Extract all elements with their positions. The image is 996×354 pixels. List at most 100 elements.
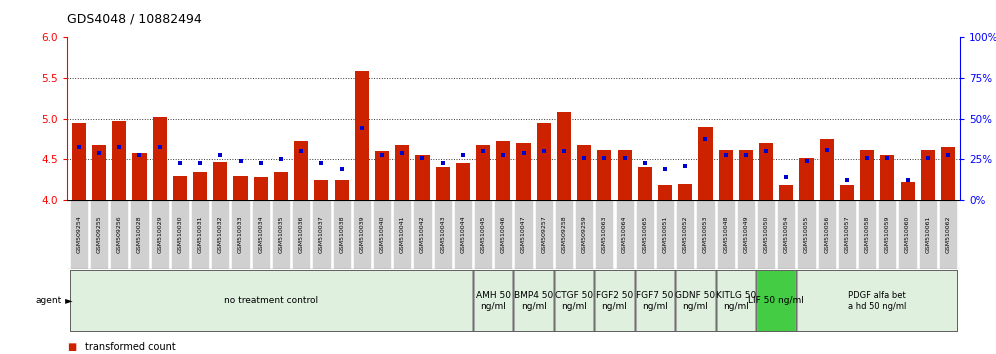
Bar: [840, 185, 854, 200]
Bar: [759, 143, 773, 200]
Bar: [113, 121, 126, 200]
Bar: [861, 149, 874, 200]
Bar: [517, 143, 531, 200]
Bar: [476, 145, 490, 200]
Bar: [70, 270, 472, 331]
Bar: [333, 200, 351, 269]
Bar: [820, 139, 834, 200]
Bar: [152, 117, 166, 200]
Bar: [92, 145, 107, 200]
Text: GSM510053: GSM510053: [703, 216, 708, 253]
Bar: [737, 200, 755, 269]
Bar: [150, 200, 168, 269]
Bar: [395, 145, 409, 200]
Bar: [213, 162, 227, 200]
Bar: [859, 200, 876, 269]
Text: GSM510065: GSM510065: [642, 216, 647, 253]
Bar: [474, 270, 512, 331]
Bar: [292, 200, 311, 269]
Bar: [231, 200, 250, 269]
Text: GSM510029: GSM510029: [157, 216, 162, 253]
Text: GSM509256: GSM509256: [117, 216, 122, 253]
Bar: [353, 200, 371, 269]
Bar: [658, 185, 672, 200]
Bar: [800, 158, 814, 200]
Text: ►: ►: [62, 296, 73, 306]
Bar: [254, 177, 268, 200]
Bar: [698, 127, 712, 200]
Text: GSM509257: GSM509257: [541, 216, 546, 253]
Bar: [718, 149, 733, 200]
Bar: [72, 123, 86, 200]
Bar: [130, 200, 148, 269]
Text: CTGF 50
ng/ml: CTGF 50 ng/ml: [555, 291, 594, 310]
Text: GSM510028: GSM510028: [137, 216, 142, 253]
Text: GSM510063: GSM510063: [602, 216, 607, 253]
Bar: [90, 200, 109, 269]
Text: GSM510059: GSM510059: [884, 216, 889, 253]
Bar: [757, 270, 796, 331]
Text: GSM509259: GSM509259: [582, 216, 587, 253]
Bar: [335, 180, 349, 200]
Bar: [193, 172, 207, 200]
Text: GSM510060: GSM510060: [905, 216, 910, 253]
Bar: [637, 167, 652, 200]
Text: GSM510038: GSM510038: [339, 216, 345, 253]
Text: GSM510039: GSM510039: [360, 216, 365, 253]
Bar: [233, 176, 248, 200]
Bar: [757, 200, 775, 269]
Text: GSM510062: GSM510062: [945, 216, 950, 253]
Bar: [739, 149, 753, 200]
Text: GSM510036: GSM510036: [299, 216, 304, 253]
Bar: [132, 153, 146, 200]
Bar: [415, 155, 429, 200]
Text: KITLG 50
ng/ml: KITLG 50 ng/ml: [716, 291, 756, 310]
Bar: [716, 200, 735, 269]
Bar: [577, 145, 592, 200]
Text: GSM509254: GSM509254: [77, 216, 82, 253]
Text: GSM510045: GSM510045: [481, 216, 486, 253]
Bar: [555, 270, 594, 331]
Text: GSM510037: GSM510037: [319, 216, 324, 253]
Bar: [315, 180, 329, 200]
Bar: [456, 163, 470, 200]
Text: GSM510052: GSM510052: [682, 216, 688, 253]
Text: GSM510032: GSM510032: [218, 216, 223, 253]
Text: no treatment control: no treatment control: [224, 296, 318, 306]
Bar: [173, 176, 187, 200]
Bar: [374, 151, 389, 200]
Bar: [900, 182, 914, 200]
Text: GDS4048 / 10882494: GDS4048 / 10882494: [67, 12, 201, 25]
Text: GSM510056: GSM510056: [825, 216, 830, 253]
Text: GSM510033: GSM510033: [238, 216, 243, 253]
Bar: [941, 147, 955, 200]
Text: GSM510064: GSM510064: [622, 216, 627, 253]
Bar: [880, 155, 894, 200]
Bar: [70, 200, 88, 269]
Bar: [898, 200, 916, 269]
Text: GSM509258: GSM509258: [562, 216, 567, 253]
Bar: [939, 200, 957, 269]
Bar: [676, 200, 694, 269]
Bar: [435, 167, 450, 200]
Text: FGF2 50
ng/ml: FGF2 50 ng/ml: [596, 291, 633, 310]
Bar: [656, 200, 674, 269]
Text: transformed count: transformed count: [85, 342, 175, 352]
Bar: [779, 185, 794, 200]
Bar: [878, 200, 896, 269]
Bar: [535, 200, 553, 269]
Bar: [777, 200, 796, 269]
Bar: [596, 200, 614, 269]
Bar: [515, 270, 553, 331]
Bar: [616, 200, 633, 269]
Text: GSM510048: GSM510048: [723, 216, 728, 253]
Text: FGF7 50
ng/ml: FGF7 50 ng/ml: [636, 291, 673, 310]
Bar: [474, 200, 492, 269]
Bar: [918, 200, 937, 269]
Text: GSM510047: GSM510047: [521, 216, 526, 253]
Text: AMH 50
ng/ml: AMH 50 ng/ml: [476, 291, 511, 310]
Text: GSM510057: GSM510057: [845, 216, 850, 253]
Bar: [696, 200, 714, 269]
Text: GSM510031: GSM510031: [197, 216, 202, 253]
Text: GDNF 50
ng/ml: GDNF 50 ng/ml: [675, 291, 715, 310]
